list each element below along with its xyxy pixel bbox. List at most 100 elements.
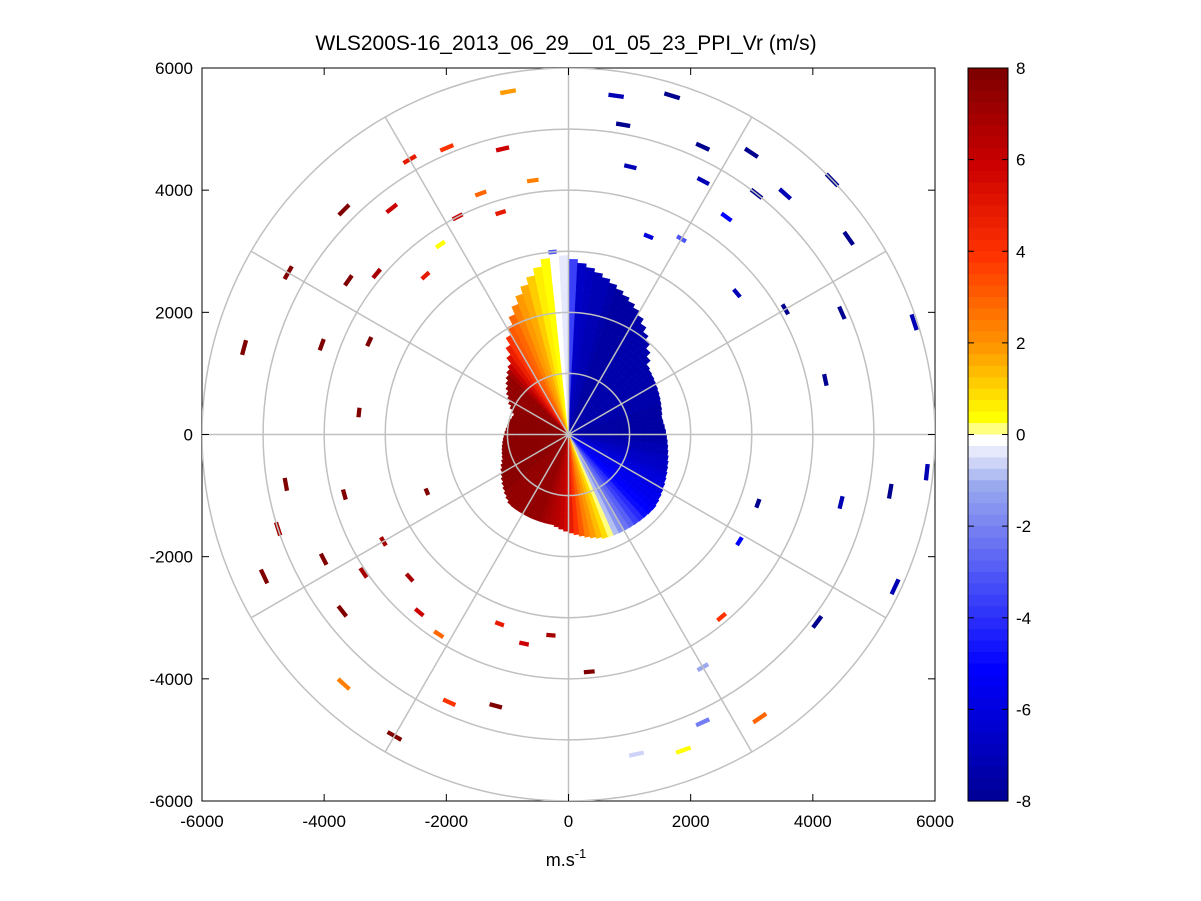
velocity-segment <box>317 338 326 351</box>
velocity-cell <box>561 305 569 313</box>
velocity-segment <box>336 677 351 691</box>
velocity-segment <box>837 495 845 510</box>
colorbar-tick-label: 0 <box>1016 426 1025 445</box>
colorbar-swatch <box>968 79 1008 92</box>
velocity-cell <box>641 511 649 519</box>
velocity-cell <box>568 258 578 264</box>
chart-title: WLS200S-16_2013_06_29__01_05_23_PPI_Vr (… <box>315 32 816 55</box>
velocity-cell <box>568 299 576 307</box>
colorbar-swatch <box>968 102 1008 115</box>
velocity-cell <box>576 263 587 271</box>
x-tick-label: -4000 <box>302 812 345 831</box>
colorbar-tick-label: -8 <box>1016 792 1031 811</box>
velocity-cell <box>559 269 569 277</box>
colorbar-swatch <box>968 125 1008 138</box>
velocity-cell <box>513 436 521 441</box>
colorbar-swatch <box>968 331 1008 344</box>
velocity-cell <box>577 262 587 265</box>
velocity-cell <box>563 336 569 344</box>
velocity-segment <box>909 313 919 331</box>
velocity-cell <box>607 282 618 290</box>
azimuth-spoke <box>567 434 753 753</box>
velocity-cell <box>568 525 574 533</box>
colorbar-swatch <box>968 228 1008 241</box>
velocity-segment <box>716 611 728 623</box>
colorbar-tick-label: -4 <box>1016 609 1031 628</box>
velocity-cell <box>562 324 569 332</box>
velocity-segment <box>240 339 249 356</box>
velocity-cell <box>620 294 630 301</box>
colorbar-swatch <box>968 216 1008 229</box>
velocity-segment <box>778 187 792 201</box>
y-tick-label: 0 <box>184 426 193 445</box>
velocity-cell <box>645 356 651 362</box>
colorbar-swatch <box>968 652 1008 665</box>
velocity-segment <box>583 669 595 675</box>
colorbar-swatch <box>968 675 1008 688</box>
velocity-cell <box>577 518 584 526</box>
velocity-cell <box>576 275 586 283</box>
velocity-cell <box>540 258 551 266</box>
velocity-cell <box>646 420 654 427</box>
velocity-cell <box>553 524 560 528</box>
azimuth-spoke <box>384 116 570 435</box>
colorbar-swatch <box>968 640 1008 653</box>
velocity-segment <box>340 489 348 501</box>
velocity-segment <box>343 274 354 287</box>
velocity-segment <box>495 145 510 153</box>
velocity-cell <box>575 506 582 514</box>
velocity-cell <box>655 404 663 412</box>
velocity-segment <box>494 620 505 628</box>
velocity-cell <box>510 500 519 509</box>
velocity-cell <box>551 269 561 277</box>
velocity-cell <box>546 294 555 303</box>
velocity-cell <box>558 525 564 530</box>
velocity-cell <box>561 299 569 307</box>
velocity-cell <box>659 439 667 445</box>
velocity-segment <box>358 567 369 579</box>
velocity-cell <box>554 349 561 357</box>
velocity-segment <box>494 209 507 217</box>
velocity-cell <box>554 300 563 308</box>
velocity-cell <box>551 324 558 333</box>
velocity-cell <box>665 439 668 446</box>
velocity-segment <box>695 141 711 152</box>
colorbar-swatch <box>968 514 1008 527</box>
velocity-cell <box>573 336 579 344</box>
velocity-cell <box>665 434 667 440</box>
velocity-segment <box>628 750 645 758</box>
velocity-cell <box>659 424 665 430</box>
colorbar-swatch <box>968 560 1008 573</box>
velocity-cell <box>568 305 576 313</box>
colorbar-swatch <box>968 480 1008 493</box>
velocity-cell <box>577 524 585 532</box>
velocity-cell <box>552 281 562 289</box>
velocity-cell <box>574 318 581 326</box>
velocity-segment <box>675 745 692 755</box>
colorbar-ticks: 8 6 4 2 0 -2 -4 -6 -8 <box>968 59 1031 811</box>
colorbar-swatch <box>968 274 1008 287</box>
velocity-segment <box>385 202 399 214</box>
velocity-cell <box>559 263 569 271</box>
colorbar-swatch <box>968 285 1008 298</box>
velocity-cell <box>550 318 558 327</box>
velocity-cell <box>501 455 507 460</box>
colorbar-swatch <box>968 342 1008 355</box>
velocity-cell <box>568 275 578 283</box>
velocity-cell <box>656 409 663 416</box>
velocity-segment <box>720 211 733 223</box>
colorbar-swatch <box>968 308 1008 321</box>
velocity-cell <box>505 494 512 501</box>
velocity-cell <box>625 300 636 310</box>
colorbar-swatch <box>968 434 1008 447</box>
velocity-cell <box>568 531 574 534</box>
velocity-cell <box>584 535 591 538</box>
colorbar-swatch <box>968 377 1008 390</box>
velocity-segment <box>743 146 759 159</box>
colorbar-swatch <box>968 193 1008 207</box>
azimuth-spoke <box>567 116 753 435</box>
velocity-cell <box>573 525 579 533</box>
y-tick-label: -6000 <box>150 792 193 811</box>
velocity-cell <box>562 330 569 338</box>
